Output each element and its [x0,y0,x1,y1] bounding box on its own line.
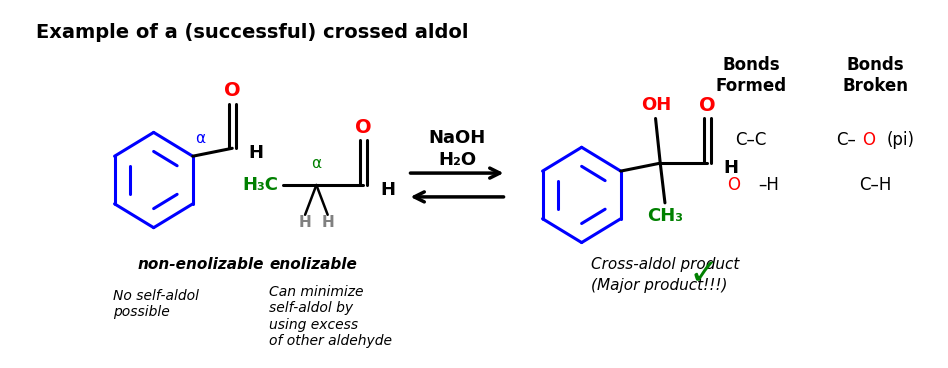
Text: Bonds
Broken: Bonds Broken [842,56,908,95]
Text: O: O [224,81,241,100]
Text: H₂O: H₂O [438,151,477,169]
Text: H: H [321,215,334,230]
Text: OH: OH [642,96,671,114]
Text: CH₃: CH₃ [647,207,683,225]
Text: No self-aldol
possible: No self-aldol possible [113,289,199,319]
Text: H₃C: H₃C [243,176,279,194]
Text: O: O [356,118,372,137]
Text: Cross-aldol product: Cross-aldol product [591,257,739,272]
Text: α: α [311,156,321,171]
Text: –H: –H [758,176,779,194]
Text: C–H: C–H [859,176,891,194]
Text: non-enolizable: non-enolizable [137,257,264,272]
Text: Can minimize
self-aldol by
using excess
of other aldehyde: Can minimize self-aldol by using excess … [269,285,392,348]
Text: O: O [727,176,739,194]
Text: ✓: ✓ [689,257,719,291]
Text: NaOH: NaOH [428,129,486,147]
Text: O: O [862,131,875,149]
Text: H: H [299,215,312,230]
Text: enolizable: enolizable [269,257,357,272]
Text: C–C: C–C [736,131,767,149]
Text: H: H [248,144,264,162]
Text: H: H [723,159,738,177]
Text: (Major product!!!): (Major product!!!) [591,278,727,293]
Text: Bonds
Formed: Bonds Formed [716,56,787,95]
Text: O: O [699,96,716,115]
Text: α: α [195,131,206,146]
Text: H: H [380,181,395,199]
Text: (pi): (pi) [886,131,915,149]
Text: Example of a (successful) crossed aldol: Example of a (successful) crossed aldol [36,23,468,42]
Text: C–: C– [836,131,856,149]
